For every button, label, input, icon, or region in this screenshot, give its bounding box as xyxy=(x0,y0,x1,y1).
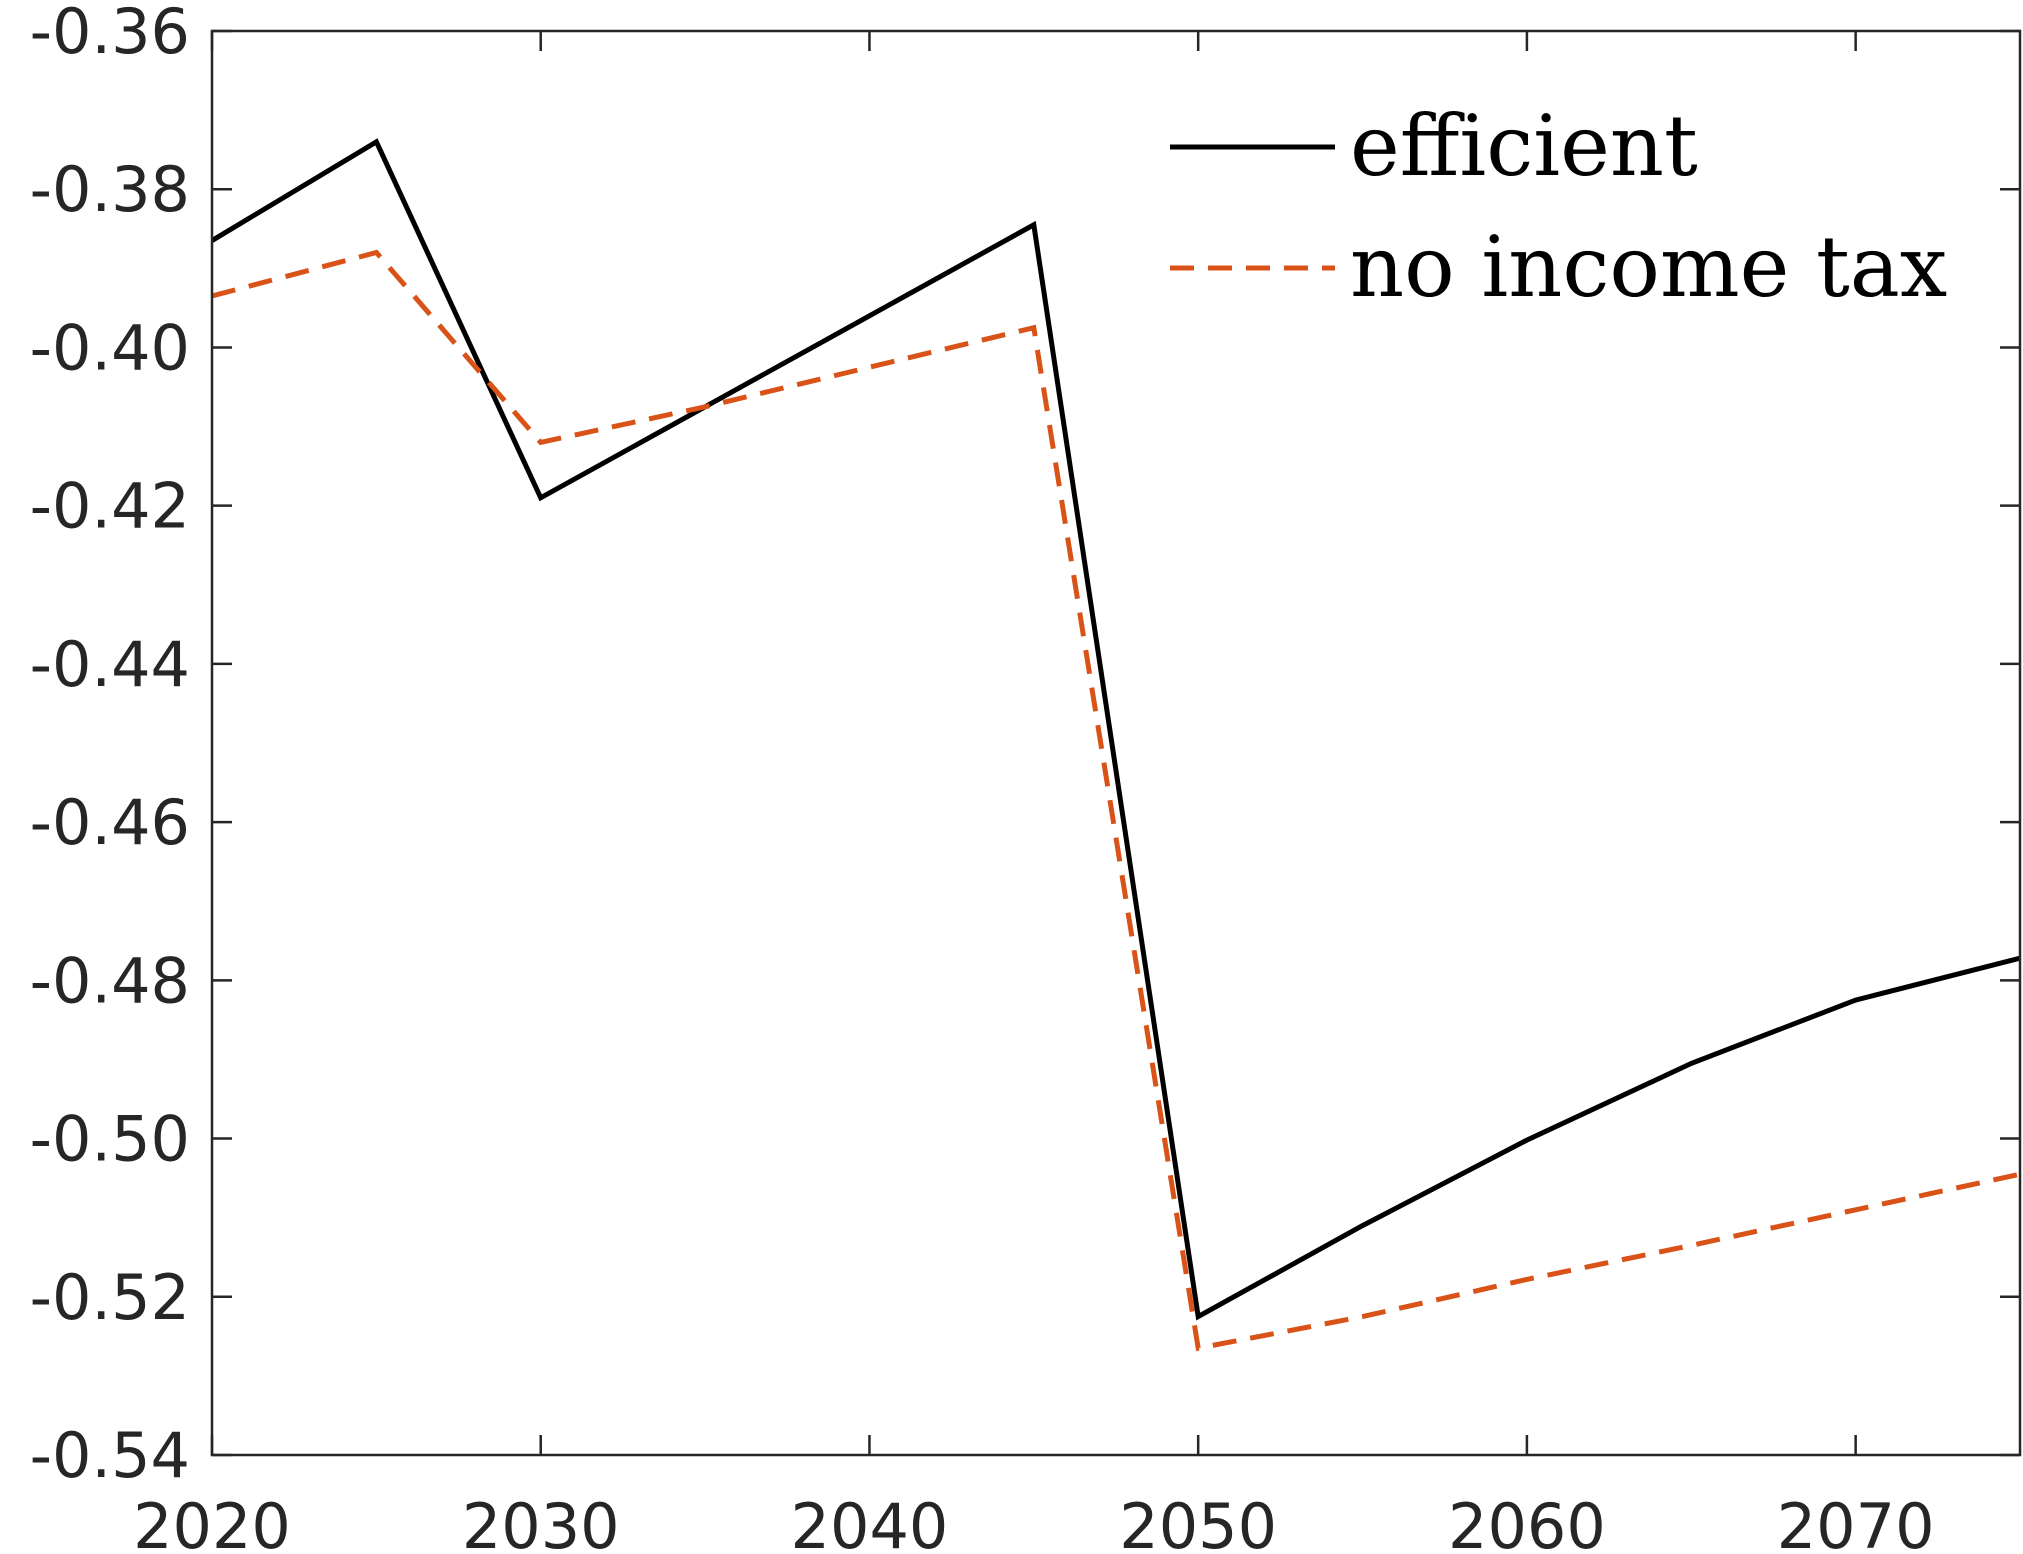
legend-label-2: no income tax xyxy=(1350,218,1947,316)
y-tick-label: -0.36 xyxy=(30,0,190,68)
legend-label-1: efficient xyxy=(1350,97,1698,195)
y-tick-label: -0.40 xyxy=(30,311,190,384)
y-tick-label: -0.44 xyxy=(30,628,190,701)
y-tick-label: -0.46 xyxy=(30,786,190,859)
y-tick-label: -0.42 xyxy=(30,470,190,543)
y-tick-labels: -0.36 -0.38 -0.40 -0.42 -0.44 -0.46 -0.48 -0.50… xyxy=(30,0,190,1492)
series-line-1 xyxy=(212,138,2020,1321)
x-tick-label: 2030 xyxy=(462,1490,620,1554)
y-tick-label: -0.54 xyxy=(30,1419,190,1492)
series-layer xyxy=(212,138,2020,1352)
x-tick-label: 2040 xyxy=(791,1490,949,1554)
x-tick-label: 2070 xyxy=(1777,1490,1935,1554)
x-tick-labels: 2020 2030 2040 2050 2060 2070 xyxy=(133,1490,1934,1554)
y-tick-label: -0.52 xyxy=(30,1261,190,1334)
y-tick-label: -0.38 xyxy=(30,153,190,226)
legend: efficient no income tax xyxy=(1170,97,1947,316)
plot-area-frame xyxy=(210,29,2022,1457)
y-tick-label: -0.48 xyxy=(30,944,190,1017)
tick-marks xyxy=(210,29,2020,1457)
x-tick-label: 2020 xyxy=(133,1490,291,1554)
x-tick-label: 2050 xyxy=(1119,1490,1277,1554)
series-line-2 xyxy=(212,249,2020,1352)
y-tick-label: -0.50 xyxy=(30,1103,190,1176)
x-tick-label: 2060 xyxy=(1448,1490,1606,1554)
